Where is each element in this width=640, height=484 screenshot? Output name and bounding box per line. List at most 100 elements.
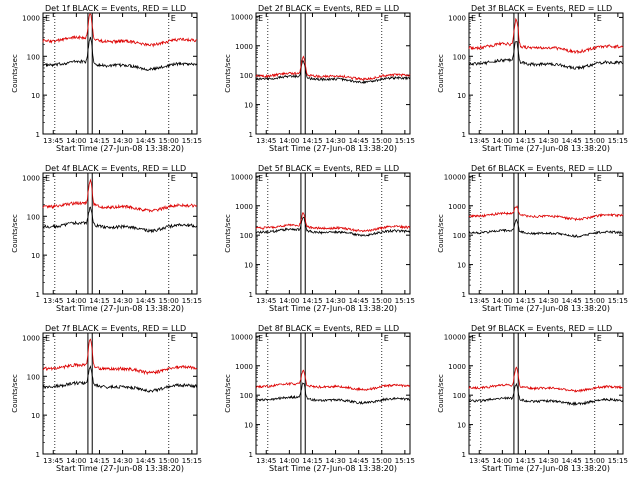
y-axis-label: Counts/sec — [437, 374, 445, 413]
x-tick-label: 15:00 — [372, 297, 392, 305]
y-tick-label: 10000 — [231, 13, 253, 21]
x-tick-label: 14:30 — [325, 297, 345, 305]
y-tick-label: 10000 — [444, 333, 466, 341]
y-tick-label: 1 — [249, 291, 253, 299]
plot-frame — [468, 332, 624, 455]
y-axis-label: Counts/sec — [11, 54, 19, 93]
x-tick-label: 14:45 — [136, 457, 156, 465]
series-events-line — [255, 60, 411, 85]
x-tick-label: 14:45 — [349, 457, 369, 465]
marker-e-right: E — [384, 334, 389, 343]
x-tick-label: 15:00 — [372, 457, 392, 465]
x-tick-label: 14:00 — [279, 457, 299, 465]
x-tick-label: 15:00 — [585, 137, 605, 145]
x-tick-label: 15:15 — [182, 297, 202, 305]
x-tick-label: 15:15 — [395, 297, 415, 305]
y-tick-label: 1000 — [22, 174, 40, 182]
x-tick-label: 14:15 — [89, 137, 109, 145]
y-tick-label: 100 — [453, 392, 466, 400]
y-tick-label: 10000 — [444, 173, 466, 181]
x-tick-label: 14:00 — [66, 137, 86, 145]
marker-e-right: E — [384, 14, 389, 23]
series-events-line — [468, 382, 624, 407]
marker-e-left: E — [258, 14, 263, 23]
y-tick-label: 100 — [27, 53, 40, 61]
x-tick-label: 13:45 — [469, 137, 489, 145]
y-axis-label: Counts/sec — [11, 214, 19, 253]
x-axis-label: Start Time (27-Jun-08 13:38:20) — [482, 144, 610, 153]
x-tick-label: 13:45 — [256, 457, 276, 465]
x-tick-label: 14:30 — [325, 457, 345, 465]
y-tick-label: 1000 — [235, 363, 253, 371]
series-lld-line — [468, 205, 624, 222]
plot-title: Det 7f BLACK = Events, RED = LLD — [45, 324, 186, 333]
y-tick-label: 10 — [457, 422, 466, 430]
plot-title: Det 8f BLACK = Events, RED = LLD — [258, 324, 399, 333]
y-tick-label: 100 — [240, 72, 253, 80]
plot-title: Det 6f BLACK = Events, RED = LLD — [471, 164, 612, 173]
series-events-line — [42, 206, 198, 234]
series-lld-line — [255, 369, 411, 392]
y-tick-label: 10 — [457, 262, 466, 270]
x-tick-label: 14:30 — [538, 457, 558, 465]
marker-e-left: E — [258, 174, 263, 183]
y-tick-label: 1 — [462, 131, 466, 139]
x-tick-label: 14:30 — [325, 137, 345, 145]
series-lld-line — [42, 178, 198, 213]
x-tick-label: 15:15 — [182, 457, 202, 465]
marker-e-left: E — [45, 174, 50, 183]
marker-e-right: E — [597, 14, 602, 23]
y-tick-label: 1 — [249, 131, 253, 139]
plot-frame — [42, 172, 198, 295]
series-events-line — [42, 364, 198, 393]
x-tick-label: 14:30 — [538, 297, 558, 305]
y-tick-label: 1000 — [235, 203, 253, 211]
plot-frame — [255, 172, 411, 295]
x-tick-label: 14:15 — [515, 137, 535, 145]
plot-title: Det 1f BLACK = Events, RED = LLD — [45, 4, 186, 13]
y-tick-label: 10 — [244, 262, 253, 270]
x-tick-label: 14:00 — [279, 297, 299, 305]
y-tick-label: 10 — [31, 92, 40, 100]
x-tick-label: 14:45 — [562, 457, 582, 465]
y-axis-label: Counts/sec — [437, 54, 445, 93]
marker-e-left: E — [471, 174, 476, 183]
marker-e-right: E — [384, 174, 389, 183]
plot-frame — [255, 332, 411, 455]
y-tick-label: 10 — [457, 92, 466, 100]
series-events-line — [468, 40, 624, 71]
series-lld-line — [468, 366, 624, 393]
y-tick-label: 1000 — [22, 14, 40, 22]
y-tick-label: 10000 — [231, 333, 253, 341]
x-axis-label: Start Time (27-Jun-08 13:38:20) — [56, 144, 184, 153]
y-tick-label: 100 — [240, 232, 253, 240]
x-tick-label: 15:00 — [159, 137, 179, 145]
x-tick-label: 13:45 — [43, 137, 63, 145]
x-tick-label: 15:15 — [608, 137, 628, 145]
plot-frame — [42, 12, 198, 135]
x-axis-label: Start Time (27-Jun-08 13:38:20) — [269, 304, 397, 313]
x-tick-label: 14:15 — [515, 297, 535, 305]
series-lld-line — [468, 17, 624, 55]
series-lld-line — [42, 13, 198, 48]
x-tick-label: 14:45 — [136, 137, 156, 145]
series-events-line — [255, 382, 411, 405]
x-tick-label: 13:45 — [43, 297, 63, 305]
plot-title: Det 2f BLACK = Events, RED = LLD — [258, 4, 399, 13]
x-tick-label: 14:15 — [302, 457, 322, 465]
y-tick-label: 1 — [249, 451, 253, 459]
x-tick-label: 14:00 — [492, 297, 512, 305]
y-tick-label: 1000 — [448, 363, 466, 371]
plot-title: Det 5f BLACK = Events, RED = LLD — [258, 164, 399, 173]
series-events-line — [256, 216, 411, 237]
x-axis-label: Start Time (27-Jun-08 13:38:20) — [482, 464, 610, 473]
y-tick-label: 100 — [27, 213, 40, 221]
x-axis-label: Start Time (27-Jun-08 13:38:20) — [482, 304, 610, 313]
y-tick-label: 1 — [462, 291, 466, 299]
